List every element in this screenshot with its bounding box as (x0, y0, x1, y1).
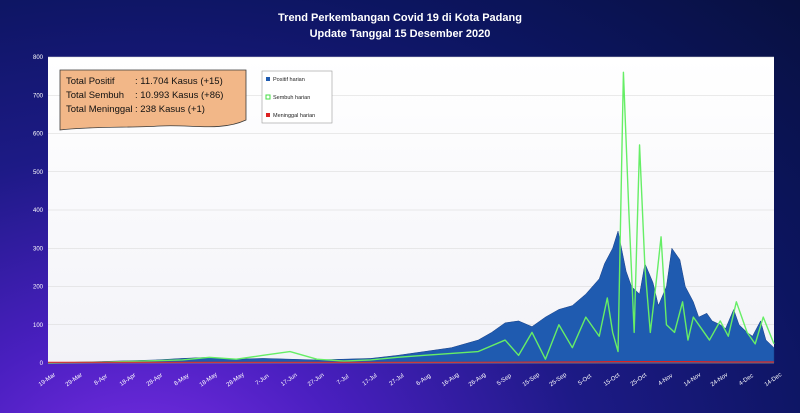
x-tick-label: 26-Aug (468, 372, 487, 388)
series-sembuh-line (47, 71, 775, 364)
x-tick-label: 28-Apr (146, 373, 164, 388)
x-tick-label: 16-Aug (441, 372, 460, 388)
x-tick-label: 4-Nov (658, 373, 675, 387)
x-tick-label: 8-Apr (93, 374, 108, 387)
x-tick-label: 5-Sep (496, 373, 513, 387)
x-tick-label: 28-May (226, 372, 246, 388)
x-tick-label: 29-Mar (65, 372, 84, 388)
y-tick-label: 400 (33, 208, 44, 214)
x-axis-ticks: 19-Mar 29-Mar 8-Apr 18-Apr 28-Apr 8-May 18-May… (38, 372, 783, 389)
y-tick-label: 700 (33, 93, 44, 99)
legend: Positif harian Sembuh harian Meninggal h… (261, 70, 333, 124)
series-meninggal-line (48, 361, 774, 363)
y-tick-label: 100 (33, 323, 44, 329)
x-tick-label: 17-Jul (362, 373, 379, 387)
x-tick-label: 7-Jul (336, 374, 350, 386)
chart-title: Trend Perkembangan Covid 19 di Kota Pada… (278, 12, 522, 24)
chart-subtitle: Update Tanggal 15 Desember 2020 (309, 28, 491, 40)
x-tick-label: 27-Jun (307, 372, 325, 387)
series-positif-area (47, 230, 775, 364)
summary-value-meninggal: : 238 Kasus (+1) (135, 104, 205, 115)
x-tick-label: 18-May (199, 372, 219, 388)
x-tick-label: 17-Jun (280, 372, 298, 387)
x-tick-label: 4-Dec (738, 373, 755, 387)
series-layer (47, 71, 775, 364)
summary-box: Total Positif : 11.704 Kasus (+15) Total… (59, 69, 247, 131)
legend-swatch-meninggal (266, 113, 270, 117)
legend-label-meninggal: Meninggal harian (273, 113, 315, 119)
summary-label-positif: Total Positif (66, 76, 115, 87)
y-tick-label: 300 (33, 246, 44, 252)
summary-label-sembuh: Total Sembuh (66, 90, 124, 101)
x-tick-label: 14-Dec (764, 372, 783, 388)
x-tick-label: 25-Sep (549, 372, 569, 388)
x-tick-label: 8-May (173, 373, 190, 387)
x-tick-label: 5-Oct (577, 373, 593, 387)
x-tick-label: 19-Mar (38, 372, 57, 388)
x-tick-label: 7-Jun (255, 373, 271, 387)
chart-title-block: Trend Perkembangan Covid 19 di Kota Pada… (0, 10, 800, 42)
y-axis-ticks: 0 100 200 300 400 500 600 700 800 (33, 55, 44, 367)
legend-swatch-positif (266, 77, 270, 81)
legend-label-positif: Positif harian (273, 77, 305, 83)
x-tick-label: 15-Sep (522, 372, 542, 388)
legend-swatch-sembuh (265, 94, 271, 100)
summary-value-positif: : 11.704 Kasus (+15) (135, 76, 223, 87)
y-tick-label: 600 (33, 132, 44, 138)
x-tick-label: 14-Nov (683, 372, 702, 388)
x-tick-label: 24-Nov (710, 372, 729, 388)
summary-label-meninggal: Total Meninggal (66, 104, 133, 115)
x-tick-label: 25-Oct (630, 372, 648, 387)
summary-box-shape (59, 69, 247, 131)
x-tick-label: 18-Apr (119, 373, 137, 388)
y-tick-label: 200 (33, 285, 44, 291)
x-tick-label: 6-Aug (416, 373, 433, 387)
x-tick-label: 27-Jul (389, 373, 406, 387)
summary-value-sembuh: : 10.993 Kasus (+86) (135, 90, 223, 101)
y-tick-label: 0 (40, 361, 44, 367)
y-tick-label: 800 (33, 55, 44, 61)
legend-label-sembuh: Sembuh harian (273, 95, 310, 101)
legend-box (261, 70, 333, 124)
y-tick-label: 500 (33, 170, 44, 176)
x-tick-label: 15-Oct (603, 372, 621, 387)
